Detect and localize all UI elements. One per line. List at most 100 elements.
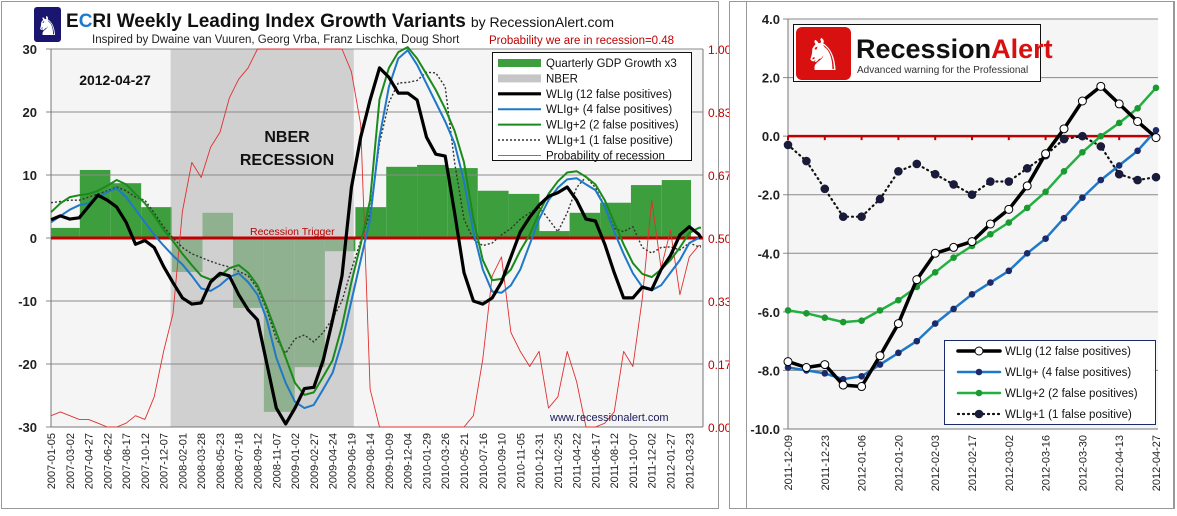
- data-point-wlig-12-false-positives: [930, 248, 940, 258]
- x-tick-label: 2008-07-18: [234, 433, 246, 489]
- data-point-wlig-1-1-false-positive: [1114, 169, 1124, 179]
- x-tick-label: 2009-10-09: [384, 433, 396, 489]
- data-point-wlig-2-2-false-positives: [931, 269, 939, 276]
- data-point-wlig-1-1-false-positive: [967, 190, 977, 200]
- x-tick-label: 2012-02-03: [930, 435, 942, 491]
- data-point-wlig-12-false-positives: [1077, 96, 1087, 106]
- data-point-wlig-2-2-false-positives: [895, 296, 902, 304]
- x-tick-label: 2009-02-27: [309, 433, 321, 489]
- data-point-wlig-2-2-false-positives: [1079, 148, 1086, 156]
- x-tick-label: 2012-04-27: [1151, 435, 1163, 491]
- x-tick-label: 2010-03-26: [440, 433, 452, 489]
- y-tick-label: 20: [23, 105, 37, 120]
- data-point-wlig-12-false-positives: [1114, 99, 1124, 109]
- data-point-wlig-4-false-positives: [1060, 214, 1068, 222]
- x-tick-label: 2012-01-06: [857, 435, 869, 491]
- y-tick-label: 0.0: [762, 129, 780, 144]
- data-point-wlig-4-false-positives: [1115, 162, 1123, 169]
- gdp-bar: [51, 227, 80, 238]
- x-tick-label: 2012-03-30: [1077, 435, 1089, 491]
- gdp-bar: [630, 185, 662, 238]
- x-tick-label: 2007-06-22: [102, 433, 114, 489]
- x-tick-label: 2008-03-28: [196, 433, 208, 489]
- data-point-wlig-12-false-positives: [912, 275, 922, 285]
- data-point-wlig-1-1-false-positive: [1096, 142, 1106, 151]
- data-point-wlig-4-false-positives: [968, 290, 976, 298]
- recession-label: RECESSION: [240, 152, 334, 169]
- x-tick-label: 2010-11-05: [515, 433, 527, 488]
- title-text: RI Weekly Leading Index Growth Variants: [92, 11, 465, 32]
- x-tick-label: 2009-08-14: [365, 433, 377, 489]
- logo-text-recession: Recession: [856, 34, 991, 64]
- as-of-date-label: 2012-04-27: [79, 72, 151, 88]
- legend-marker: [975, 389, 983, 397]
- y2-tick-label: 0.17: [708, 358, 732, 372]
- data-point-wlig-1-1-false-positive: [894, 166, 903, 176]
- left-chart-title: ECRI Weekly Leading Index Growth Variant…: [66, 11, 614, 32]
- title-by: by RecessionAlert.com: [471, 14, 614, 30]
- legend-label: NBER: [546, 73, 578, 85]
- logo-text: RecessionAlert: [856, 34, 1053, 64]
- data-point-wlig-2-2-false-positives: [876, 307, 884, 314]
- legend-label: WLIg+2 (2 false positives): [1005, 388, 1138, 400]
- data-point-wlig-1-1-false-positive: [1151, 172, 1161, 182]
- y-tick-label: -10: [18, 294, 37, 309]
- data-point-wlig-4-false-positives: [987, 279, 994, 286]
- watermark-url: www.recessionalert.com: [549, 412, 669, 424]
- x-tick-label: 2011-12-23: [820, 435, 832, 490]
- data-point-wlig-2-2-false-positives: [1042, 188, 1049, 196]
- x-tick-label: 2007-08-17: [121, 433, 133, 489]
- knight-chess-icon: ♞: [36, 11, 59, 41]
- y-tick-label: 10: [23, 168, 37, 183]
- x-tick-label: 2010-12-31: [534, 433, 546, 489]
- data-point-wlig-12-false-positives: [1004, 204, 1014, 214]
- y2-tick-label: 0.83: [708, 106, 732, 120]
- legend-label: WLIg (12 false positives): [1005, 346, 1131, 358]
- data-point-wlig-12-false-positives: [1059, 124, 1069, 134]
- x-tick-label: 2011-04-22: [572, 433, 584, 488]
- y-tick-label: -6.0: [758, 305, 780, 320]
- x-tick-label: 2011-02-25: [553, 433, 565, 488]
- gdp-bar: [417, 164, 448, 238]
- x-tick-label: 2008-05-23: [215, 433, 227, 489]
- data-point-wlig-12-false-positives: [1041, 149, 1051, 159]
- x-tick-label: 2009-04-24: [328, 433, 340, 489]
- legend-swatch: [498, 59, 541, 67]
- x-tick-label: 2012-04-13: [1114, 435, 1126, 491]
- legend-label: WLIg+1 (1 false positive): [1005, 409, 1132, 421]
- legend-label: WLIg+2 (2 false positives): [546, 120, 679, 132]
- nber-label: NBER: [264, 129, 310, 146]
- data-point-wlig-2-2-false-positives: [784, 307, 792, 314]
- data-point-wlig-4-false-positives: [950, 305, 957, 313]
- data-point-wlig-12-false-positives: [893, 319, 903, 329]
- legend-label: WLIg+ (4 false positives): [546, 104, 672, 116]
- ecri-logo: ♞: [34, 7, 61, 42]
- data-point-wlig-1-1-false-positive: [930, 169, 940, 179]
- y-tick-label: 0: [30, 231, 37, 246]
- data-point-wlig-4-false-positives: [1023, 249, 1031, 257]
- x-tick-label: 2009-12-04: [403, 433, 415, 489]
- gdp-bar: [386, 166, 418, 238]
- data-point-wlig-4-false-positives: [1134, 147, 1141, 155]
- data-point-wlig-1-1-false-positive: [1004, 177, 1014, 186]
- data-point-wlig-12-false-positives: [820, 360, 830, 370]
- x-tick-label: 2011-10-07: [628, 433, 640, 488]
- x-tick-label: 2012-03-16: [1041, 435, 1053, 491]
- data-point-wlig-2-2-false-positives: [987, 230, 994, 238]
- data-point-wlig-1-1-false-positive: [783, 140, 793, 150]
- right-legend: WLIg (12 false positives) WLIg+ (4 false …: [944, 340, 1156, 425]
- legend-label: Probability of recession: [546, 150, 665, 162]
- recession-trigger-label: Recession Trigger: [250, 226, 335, 238]
- x-tick-label: 2010-01-29: [421, 433, 433, 489]
- y2-tick-label: 0.33: [708, 295, 732, 309]
- left-chart-subtitle: Inspired by Dwaine van Vuuren, Georg Vrb…: [92, 34, 460, 46]
- x-tick-label: 2010-09-10: [497, 433, 509, 489]
- data-point-wlig-12-false-positives: [857, 382, 867, 392]
- legend-label: Quarterly GDP Growth x3: [546, 58, 677, 70]
- legend-marker: [975, 368, 983, 376]
- data-point-wlig-12-false-positives: [967, 237, 977, 247]
- x-tick-label: 2008-11-07: [271, 433, 283, 488]
- y-tick-label: -30: [18, 420, 37, 435]
- x-tick-label: 2012-03-02: [1004, 435, 1016, 491]
- data-point-wlig-1-1-false-positive: [912, 159, 922, 169]
